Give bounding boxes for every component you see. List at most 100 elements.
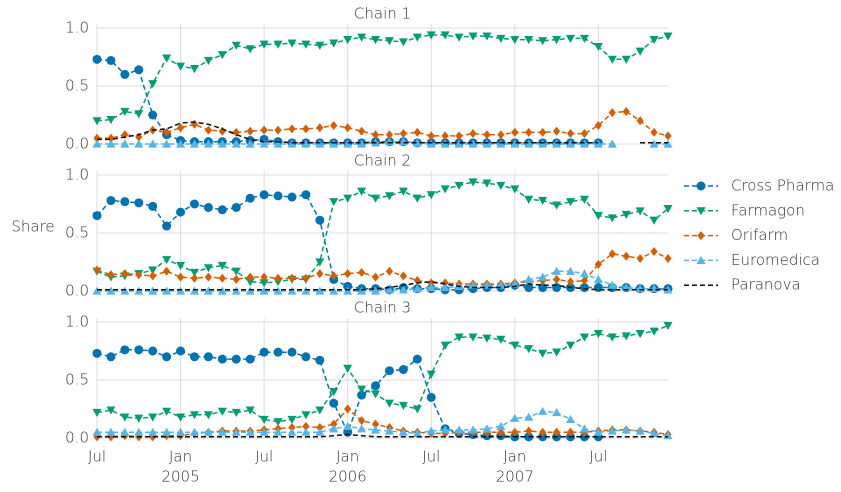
marker bbox=[92, 117, 102, 126]
marker bbox=[343, 364, 353, 373]
marker bbox=[204, 125, 213, 135]
marker bbox=[106, 427, 116, 436]
marker bbox=[245, 354, 255, 364]
marker bbox=[176, 427, 186, 436]
marker bbox=[148, 80, 158, 89]
marker bbox=[468, 178, 478, 187]
marker bbox=[162, 256, 172, 265]
marker bbox=[384, 399, 394, 408]
marker bbox=[650, 127, 658, 137]
marker bbox=[412, 138, 422, 147]
marker bbox=[440, 283, 450, 292]
marker bbox=[524, 274, 534, 283]
marker bbox=[566, 341, 576, 350]
marker bbox=[398, 38, 408, 47]
marker bbox=[607, 426, 617, 435]
marker bbox=[301, 427, 311, 436]
marker bbox=[120, 427, 130, 436]
legend-label: Cross Pharma bbox=[731, 177, 834, 195]
marker bbox=[162, 54, 172, 63]
marker bbox=[385, 266, 394, 276]
marker bbox=[273, 139, 283, 148]
marker bbox=[203, 264, 213, 273]
panel-title: Chain 1 bbox=[354, 5, 411, 23]
marker bbox=[552, 266, 562, 275]
marker bbox=[496, 181, 506, 190]
marker bbox=[358, 126, 366, 136]
marker bbox=[329, 424, 339, 433]
marker bbox=[649, 139, 659, 148]
marker bbox=[231, 354, 241, 364]
marker bbox=[217, 354, 227, 364]
marker bbox=[259, 190, 269, 200]
marker bbox=[538, 196, 548, 206]
marker bbox=[412, 194, 422, 203]
marker bbox=[621, 425, 631, 434]
marker bbox=[635, 207, 645, 216]
marker bbox=[426, 191, 436, 200]
series-line bbox=[96, 324, 669, 423]
marker bbox=[663, 32, 673, 41]
marker bbox=[231, 427, 241, 436]
marker bbox=[566, 198, 576, 207]
marker bbox=[329, 388, 339, 397]
marker bbox=[524, 345, 534, 354]
marker bbox=[260, 125, 268, 135]
marker bbox=[357, 139, 367, 148]
marker bbox=[511, 127, 519, 137]
marker bbox=[189, 268, 199, 277]
marker bbox=[287, 192, 297, 202]
marker bbox=[189, 65, 199, 74]
marker bbox=[426, 283, 436, 292]
marker bbox=[92, 348, 102, 358]
marker bbox=[399, 271, 407, 281]
marker bbox=[176, 413, 186, 422]
marker bbox=[593, 330, 603, 339]
marker bbox=[622, 251, 630, 261]
marker bbox=[302, 421, 310, 431]
marker bbox=[134, 427, 144, 436]
marker bbox=[106, 286, 116, 295]
marker bbox=[371, 272, 380, 282]
marker bbox=[552, 348, 562, 357]
marker bbox=[412, 354, 422, 364]
marker bbox=[273, 286, 283, 295]
marker bbox=[162, 221, 172, 231]
marker bbox=[538, 432, 548, 442]
legend-label: Paranova bbox=[731, 276, 801, 294]
marker bbox=[274, 125, 282, 135]
marker bbox=[622, 107, 630, 117]
marker bbox=[231, 41, 241, 50]
marker bbox=[538, 349, 548, 358]
marker bbox=[287, 415, 297, 424]
y-tick-label: 0.0 bbox=[65, 135, 89, 153]
marker bbox=[371, 381, 381, 391]
marker bbox=[148, 139, 158, 148]
marker bbox=[412, 33, 422, 42]
marker bbox=[566, 129, 575, 139]
marker bbox=[357, 187, 367, 196]
marker bbox=[649, 428, 659, 437]
marker bbox=[287, 39, 297, 48]
marker bbox=[217, 286, 227, 295]
marker bbox=[106, 55, 116, 65]
marker bbox=[148, 110, 158, 120]
marker bbox=[371, 36, 381, 45]
marker bbox=[482, 424, 492, 433]
y-tick-label: 0.5 bbox=[65, 371, 89, 389]
legend-label: Farmagon bbox=[731, 201, 805, 219]
marker bbox=[440, 185, 450, 194]
marker bbox=[203, 352, 213, 362]
marker bbox=[441, 278, 449, 288]
marker bbox=[134, 65, 144, 75]
marker bbox=[231, 139, 241, 148]
marker bbox=[497, 130, 505, 140]
legend-label: Orifarm bbox=[731, 226, 788, 244]
marker bbox=[399, 129, 407, 139]
marker bbox=[176, 272, 185, 282]
marker bbox=[134, 414, 144, 423]
marker bbox=[316, 123, 324, 133]
panel-title: Chain 3 bbox=[354, 299, 411, 317]
marker bbox=[371, 286, 381, 295]
